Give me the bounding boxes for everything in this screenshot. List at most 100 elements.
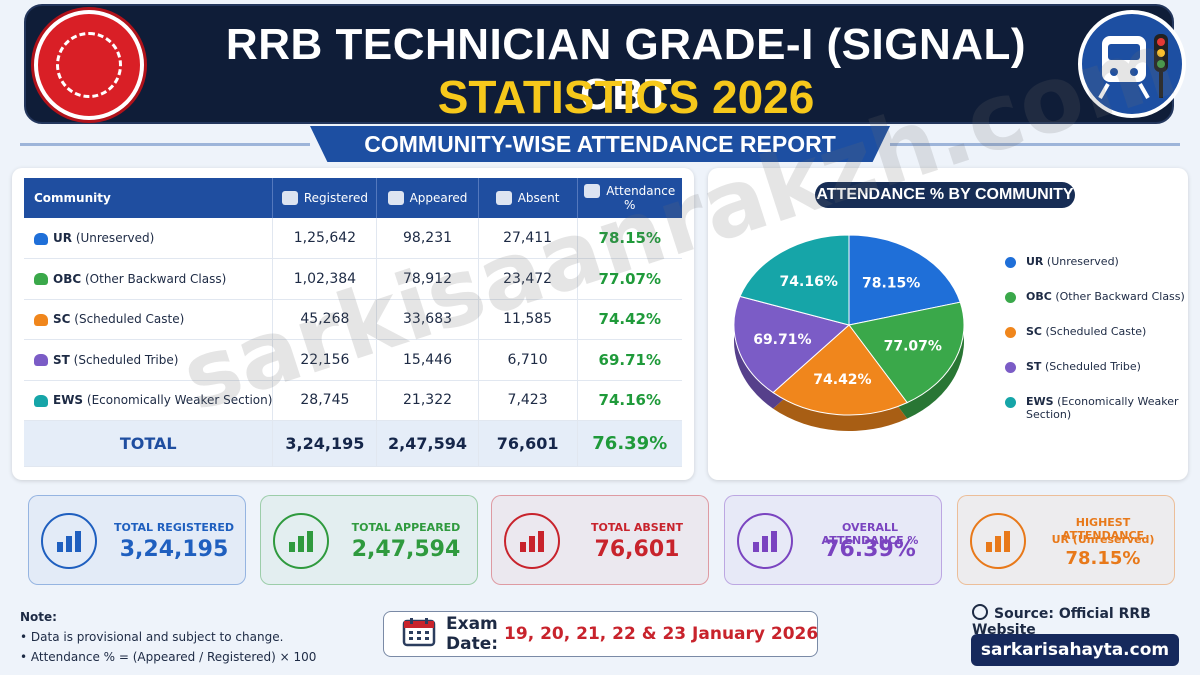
legend-swatch [1005,327,1016,338]
legend-swatch [1005,257,1016,268]
stat-card-value: 78.15% [1065,548,1141,569]
bar-chart-icon [737,513,793,569]
total-registered: 3,24,195 [272,420,378,467]
total-row: TOTAL 3,24,195 2,47,594 76,601 76.39% [24,420,682,467]
stat-card: OVERALL ATTENDANCE % 76.39% [724,495,942,585]
table-row: ST (Scheduled Tribe) 22,156 15,446 6,710 69.… [24,339,682,381]
absent-cell: 27,411 [478,218,578,259]
bar-chart-icon [584,184,601,199]
legend-swatch [1005,397,1016,408]
table-row: UR (Unreserved) 1,25,642 98,231 27,411 78.15… [24,218,682,259]
stat-card-value: 76,601 [594,537,680,562]
stat-card-value: 3,24,195 [119,537,229,562]
growth-chart-icon [970,513,1026,569]
website-link[interactable]: sarkarisahayta.com [971,634,1179,666]
attendance-pie-chart: 78.15% 77.07% 74.42% 69.71% 74.16% [733,234,965,431]
pie-slice [733,295,851,394]
legend-item: UR (Unreserved) [1005,255,1185,290]
registered-cell: 1,25,642 [272,218,378,259]
registered-cell: 1,02,384 [272,258,378,300]
train-signal-icon [1078,10,1186,118]
community-icon [34,232,48,245]
page-subtitle: STATISTICS 2026 [437,71,815,123]
pie-slice-label: 77.07% [884,339,942,355]
stat-card: TOTAL APPEARED 2,47,594 [260,495,478,585]
indian-railways-logo [34,10,144,120]
total-appeared: 2,47,594 [376,420,479,467]
legend-swatch [1005,362,1016,373]
col-header-appeared: Appeared [376,178,479,218]
exam-date-label: Exam Date: [446,614,499,654]
appeared-cell: 15,446 [376,339,479,381]
stat-card-sub: UR (Unreserved) [1051,533,1155,546]
users-icon [41,513,97,569]
stat-card-label: OVERALL ATTENDANCE % [821,521,919,547]
absent-cell: 23,472 [478,258,578,300]
appeared-cell: 98,231 [376,218,479,259]
attendance-table: Community Registered Appeared Absent Att… [24,178,682,467]
absent-icon [504,513,560,569]
globe-icon [972,604,988,620]
appeared-cell: 33,683 [376,299,479,340]
legend-item: OBC (Other Backward Class) [1005,290,1185,325]
community-icon [34,394,48,407]
registered-cell: 45,268 [272,299,378,340]
community-cell: OBC (Other Backward Class) [24,258,274,300]
attendance-cell: 69.71% [577,339,682,381]
col-header-absent: Absent [478,178,578,218]
pie-slice [848,234,961,326]
community-icon [34,354,48,367]
appeared-icon [273,513,329,569]
note-block: Note: • Data is provisional and subject … [20,607,316,667]
pie-slice [772,324,908,416]
attendance-cell: 74.16% [577,380,682,421]
stat-card: TOTAL ABSENT 76,601 [491,495,709,585]
appeared-cell: 78,912 [376,258,479,300]
table-row: SC (Scheduled Caste) 45,268 33,683 11,585 74… [24,299,682,340]
stat-card-label: TOTAL REGISTERED [113,521,235,534]
note-line: • Data is provisional and subject to cha… [20,630,284,644]
appeared-icon [387,191,404,206]
pie-slice-label: 74.16% [780,274,838,290]
calendar-icon [402,617,436,651]
appeared-cell: 21,322 [376,380,479,421]
community-cell: SC (Scheduled Caste) [24,299,274,340]
pie-slice [739,234,850,326]
exam-date-box: Exam Date: 19, 20, 21, 22 & 23 January 2… [383,611,818,657]
section-banner: COMMUNITY-WISE ATTENDANCE REPORT [310,126,890,162]
stat-card-label: TOTAL ABSENT [591,521,683,534]
table-row: OBC (Other Backward Class) 1,02,384 78,912… [24,258,682,300]
legend-item: EWS (Economically Weaker Section) [1005,395,1185,430]
stat-card: TOTAL REGISTERED 3,24,195 [28,495,246,585]
pie-slice-label: 78.15% [862,275,920,291]
note-heading: Note: [20,610,57,624]
total-absent: 76,601 [478,420,578,467]
community-icon [34,313,48,326]
attendance-cell: 74.42% [577,299,682,340]
pie-chart-title: ATTENDANCE % BY COMMUNITY [815,182,1075,208]
table-row: EWS (Economically Weaker Section) 28,745 2… [24,380,682,421]
stat-card-value: 2,47,594 [351,537,461,562]
legend-swatch [1005,292,1016,303]
pie-slice-label: 74.42% [813,372,871,388]
community-cell: EWS (Economically Weaker Section) [24,380,274,421]
banner-divider-right [890,143,1180,146]
stat-card-label: TOTAL APPEARED [351,521,461,534]
note-line: • Attendance % = (Appeared / Registered)… [20,650,317,664]
stat-card: HIGHEST ATTENDANCE UR (Unreserved) 78.15% [957,495,1175,585]
absent-cell: 7,423 [478,380,578,421]
total-attendance: 76.39% [577,420,682,467]
pie-slice-label: 69.71% [753,332,811,348]
stat-card-value: 76.39% [824,537,916,562]
attendance-cell: 78.15% [577,218,682,259]
header-banner: RRB TECHNICIAN GRADE-I (SIGNAL) CBT STAT… [24,4,1174,124]
community-icon [34,273,48,286]
legend-item: ST (Scheduled Tribe) [1005,360,1185,395]
exam-dates: 19, 20, 21, 22 & 23 January 2026 [504,624,819,644]
attendance-cell: 77.07% [577,258,682,300]
pie-legend: UR (Unreserved) OBC (Other Backward Class… [1005,255,1185,430]
banner-divider-left [20,143,310,146]
absent-icon [495,191,512,206]
absent-cell: 11,585 [478,299,578,340]
registered-icon [281,191,298,206]
